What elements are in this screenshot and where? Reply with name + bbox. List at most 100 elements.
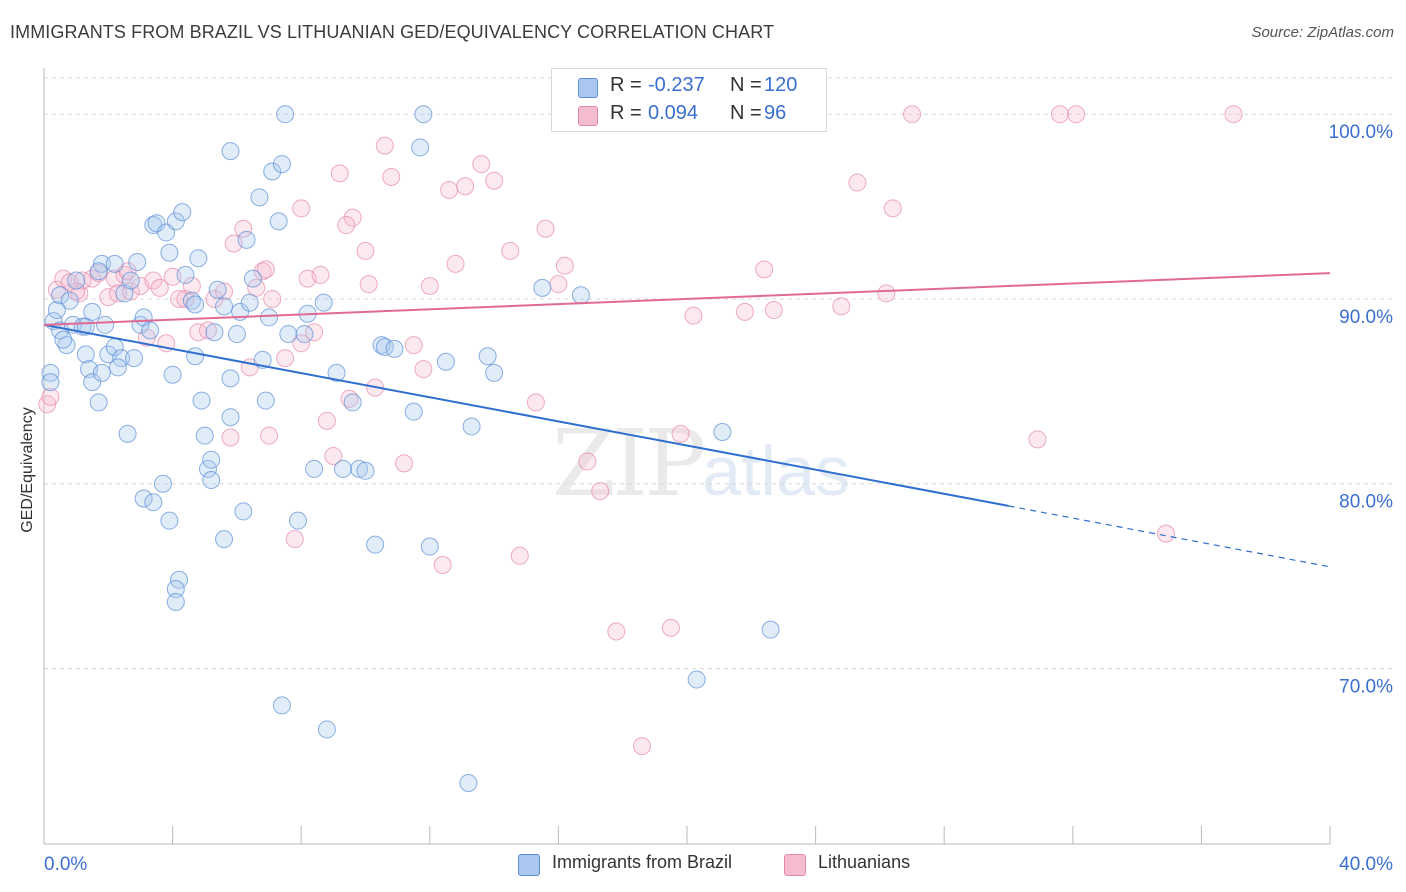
y-tick-label: 80.0% <box>1339 492 1393 513</box>
x-tick-label-max: 40.0% <box>1339 854 1393 875</box>
lithuanian-point <box>311 265 330 284</box>
brazil-point <box>60 291 79 310</box>
brazil-point <box>173 203 192 222</box>
brazil-point <box>356 461 375 480</box>
brazil-point <box>166 592 185 611</box>
brazil-trendline <box>43 323 1009 507</box>
lithuanian-point <box>877 284 896 303</box>
brazil-point <box>128 253 147 271</box>
brazil-point <box>96 315 115 334</box>
lithuanian-point <box>1067 105 1086 124</box>
brazil-point <box>227 325 246 344</box>
brazil-point <box>163 365 182 384</box>
brazil-point <box>485 363 504 382</box>
brazil-point <box>571 286 590 305</box>
brazil-point <box>411 138 430 157</box>
brazil-point <box>41 373 60 392</box>
brazil-point <box>276 105 295 124</box>
brazil-point <box>89 262 108 281</box>
lithuanian-point <box>848 173 867 192</box>
lithuanian-point <box>215 282 234 301</box>
brazil-point <box>215 297 234 316</box>
legend-r-label: R = <box>610 102 642 124</box>
brazil-point <box>533 278 552 297</box>
lithuanian-point <box>420 277 439 296</box>
brazil-point <box>385 339 404 358</box>
brazil-point <box>105 254 124 273</box>
brazil-point <box>436 352 455 371</box>
lithuanian-point <box>555 256 574 275</box>
lithuanian-point <box>446 254 465 273</box>
brazil-point <box>134 489 153 508</box>
brazil-point <box>221 369 240 388</box>
lithuanian-point <box>632 737 651 756</box>
legend-n-value: 96 <box>764 102 787 124</box>
brazil-point <box>125 349 144 368</box>
lithuanian-point <box>182 277 201 296</box>
lithuanian-point <box>359 275 378 294</box>
brazil-point <box>160 243 179 262</box>
brazil-point <box>761 620 780 639</box>
lithuanian-point <box>591 482 610 501</box>
brazil-point <box>202 471 221 490</box>
legend-r-value: 0.094 <box>648 102 699 124</box>
brazil-point <box>404 402 423 421</box>
lithuanian-point <box>356 241 375 260</box>
brazil-point <box>166 580 185 599</box>
brazil-point <box>83 302 102 321</box>
brazil-point <box>459 774 478 793</box>
lithuanian-point <box>456 177 475 196</box>
lithuanian-point <box>253 262 272 281</box>
brazil-point <box>327 363 346 382</box>
brazil-point <box>41 363 60 382</box>
lithuanian-point <box>661 618 680 637</box>
brazil-point <box>51 286 70 305</box>
lithuanian-point <box>330 164 349 183</box>
lithuanian-point <box>607 622 626 641</box>
brazil-point <box>272 155 291 174</box>
brazil-point <box>260 308 279 327</box>
bottom-legend-swatch-brazil <box>518 854 540 876</box>
brazil-point <box>121 271 140 290</box>
brazil-point <box>250 188 269 207</box>
brazil-point <box>366 535 385 554</box>
lithuanian-point <box>382 168 401 187</box>
brazil-point <box>89 393 108 412</box>
lithuanian-point <box>324 447 343 465</box>
source-label: Source: ZipAtlas.com <box>1251 24 1394 41</box>
brazil-point <box>67 271 86 290</box>
lithuanian-point <box>1050 105 1069 124</box>
brazil-point <box>186 295 205 314</box>
lithuanian-point <box>536 219 555 238</box>
lithuanian-point <box>1157 524 1176 543</box>
lithuanian-point <box>395 454 414 473</box>
brazil-point <box>221 408 240 427</box>
lithuanian-point <box>510 546 529 565</box>
brazil-point <box>205 323 224 342</box>
brazil-point <box>462 417 481 436</box>
brazil-point <box>234 502 253 521</box>
lithuanian-point <box>1224 105 1243 124</box>
bottom-legend-label-brazil: Immigrants from Brazil <box>552 852 733 872</box>
brazil-point <box>256 391 275 410</box>
lithuanian-point <box>735 302 754 321</box>
brazil-point <box>147 214 166 233</box>
legend-r-value: -0.237 <box>648 74 705 96</box>
brazil-point <box>414 105 433 124</box>
brazil-point <box>221 142 240 161</box>
lithuanian-point <box>440 180 459 199</box>
lithuanian-point <box>903 105 922 124</box>
legend-n-value: 120 <box>764 74 798 96</box>
lithuanian-point <box>285 530 304 549</box>
brazil-point <box>420 537 439 556</box>
brazil-point <box>166 212 185 231</box>
lithuanian-point <box>883 199 902 218</box>
lithuanian-point <box>292 199 311 218</box>
brazil-point <box>202 450 221 469</box>
lithuanian-point <box>256 260 275 279</box>
brazil-point <box>192 391 211 410</box>
brazil-point <box>54 330 73 349</box>
chart-title: IMMIGRANTS FROM BRAZIL VS LITHUANIAN GED… <box>10 22 775 42</box>
lithuanian-point <box>414 360 433 379</box>
brazil-point <box>687 670 706 689</box>
